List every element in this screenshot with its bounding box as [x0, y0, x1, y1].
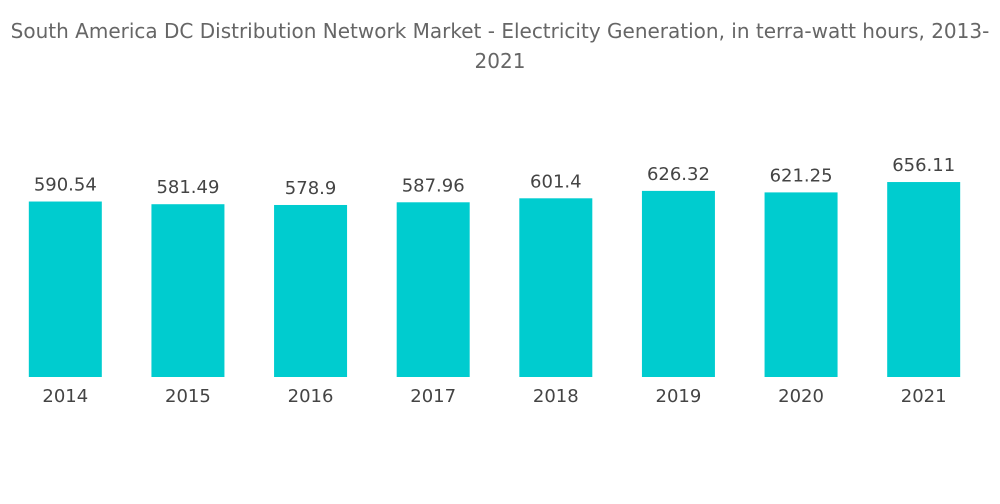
bar — [28, 201, 102, 377]
value-label: 601.4 — [530, 171, 582, 192]
bar — [764, 192, 838, 377]
x-tick-label: 2015 — [165, 386, 211, 407]
value-label: 590.54 — [34, 175, 97, 196]
x-tick-label: 2020 — [778, 386, 824, 407]
bar — [151, 204, 225, 377]
bar — [274, 204, 348, 377]
value-label: 581.49 — [156, 177, 219, 198]
bar — [887, 182, 961, 377]
value-label: 626.32 — [647, 164, 710, 185]
value-label: 621.25 — [770, 165, 833, 186]
x-tick-label: 2019 — [656, 386, 702, 407]
value-label: 578.9 — [285, 178, 337, 199]
value-label: 587.96 — [402, 175, 465, 196]
x-tick-label: 2018 — [533, 386, 579, 407]
chart-title: South America DC Distribution Network Ma… — [10, 19, 990, 73]
x-tick-label: 2017 — [410, 386, 456, 407]
bar — [519, 198, 593, 377]
bar — [396, 202, 470, 377]
x-tick-label: 2021 — [901, 386, 947, 407]
x-tick-label: 2016 — [288, 386, 334, 407]
x-tick-label: 2014 — [42, 386, 88, 407]
value-label: 656.11 — [892, 155, 955, 176]
bar — [641, 190, 715, 377]
